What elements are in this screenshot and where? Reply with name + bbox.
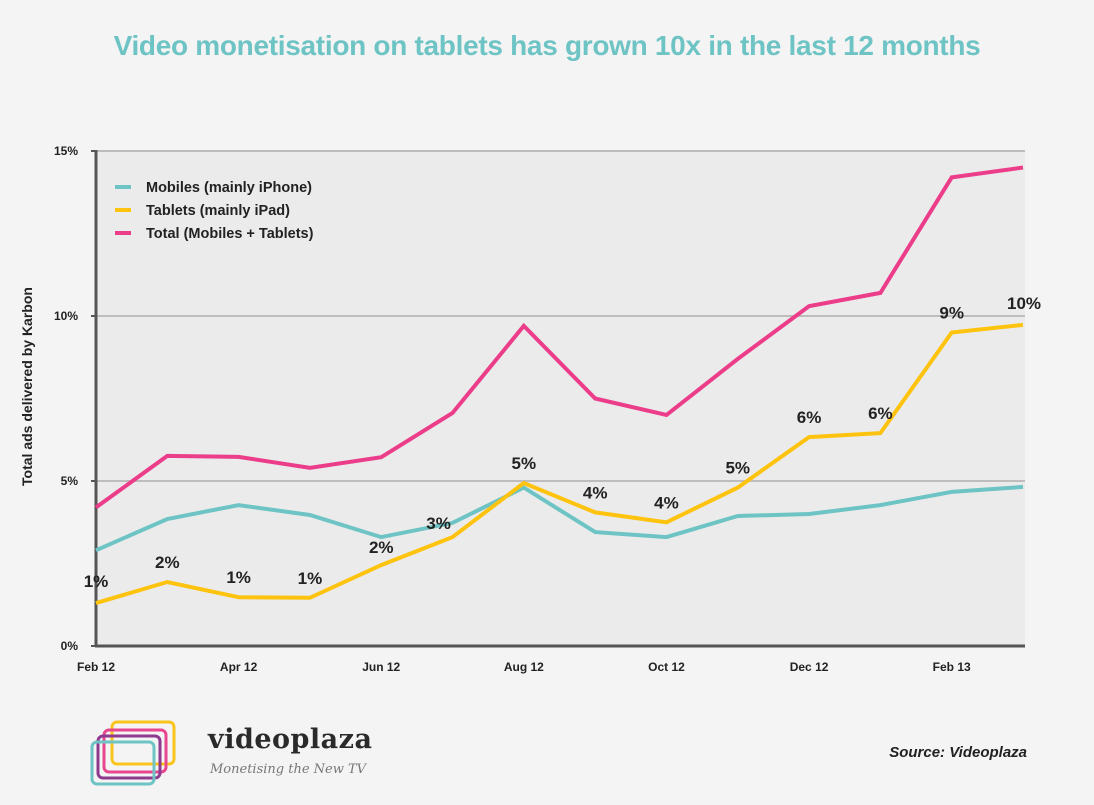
data-label: 2% (155, 553, 180, 572)
data-label: 4% (654, 493, 679, 512)
data-labels: 1% 2% 1% 1% 2% 3% 5% 4% 4% 5% 6% 6% 9% 10% (84, 294, 1041, 591)
x-tick-labels: Feb 12 Apr 12 Jun 12 Aug 12 Oct 12 Dec 12 Feb … (77, 660, 971, 674)
legend-label: Total (Mobiles + Tablets) (146, 226, 314, 242)
legend-label: Mobiles (mainly iPhone) (146, 180, 312, 196)
x-tick-label: Feb 13 (933, 660, 971, 674)
x-tick-label: Aug 12 (504, 660, 544, 674)
legend-label: Tablets (mainly iPad) (146, 203, 290, 219)
y-tick-label: 10% (54, 309, 78, 323)
logo-icon (90, 720, 176, 786)
data-label: 1% (84, 572, 109, 591)
legend: Mobiles (mainly iPhone) Tablets (mainly i… (115, 180, 314, 242)
logo-wordmark: videoplaza (208, 724, 373, 755)
x-tick-label: Dec 12 (790, 660, 829, 674)
y-axis-label: Total ads delivered by Karbon (19, 287, 35, 486)
plot-area (96, 151, 1025, 646)
y-tick-labels: 0% 5% 10% 15% (54, 144, 78, 653)
data-label: 5% (725, 459, 750, 478)
series-lines (94, 165, 1024, 606)
videoplaza-logo: videoplaza Monetising the New TV (90, 718, 380, 798)
data-label: 3% (426, 514, 451, 533)
series-line-tablets (95, 322, 1024, 606)
data-label: 4% (583, 483, 608, 502)
data-label: 1% (298, 569, 323, 588)
data-label: 5% (512, 454, 537, 473)
y-tick-label: 0% (61, 639, 79, 653)
gridlines (96, 150, 1025, 482)
x-tick-label: Apr 12 (220, 660, 258, 674)
series-line-mobiles (95, 484, 1024, 553)
data-label: 1% (226, 568, 251, 587)
data-label: 10% (1007, 294, 1041, 313)
source-note: Source: Videoplaza (889, 744, 1027, 761)
x-tick-label: Feb 12 (77, 660, 115, 674)
data-label: 6% (868, 404, 893, 423)
data-label: 2% (369, 538, 394, 557)
x-tick-label: Oct 12 (648, 660, 685, 674)
y-tick-label: 5% (61, 474, 79, 488)
data-label: 9% (939, 304, 964, 323)
data-label: 6% (797, 408, 822, 427)
logo-tagline: Monetising the New TV (210, 762, 367, 777)
chart-title: Video monetisation on tablets has grown … (113, 30, 981, 61)
x-tick-label: Jun 12 (362, 660, 400, 674)
y-tick-label: 15% (54, 144, 78, 158)
series-line-total (94, 165, 1024, 510)
axes (91, 150, 1025, 648)
